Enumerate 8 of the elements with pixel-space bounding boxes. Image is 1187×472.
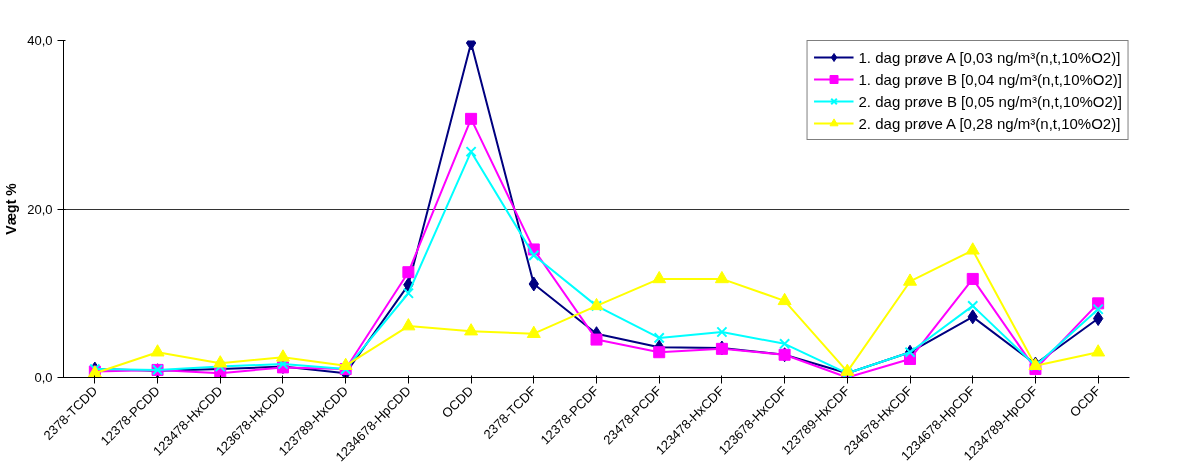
legend-label: 1. dag prøve A [0,03 ng/m³(n,t,10%O2)] [858, 48, 1121, 66]
y-tick-label: 20,0 [27, 201, 53, 217]
legend-label: 1. dag prøve B [0,04 ng/m³(n,t,10%O2)] [858, 70, 1122, 88]
y-tick-label: 0,0 [34, 370, 53, 385]
legend-label: 2. dag prøve A [0,28 ng/m³(n,t,10%O2)] [858, 114, 1121, 132]
y-axis-title: Vægt % [3, 182, 20, 235]
legend-label: 2. dag prøve B [0,05 ng/m³(n,t,10%O2)] [858, 92, 1122, 110]
y-tick-label: 40,0 [27, 33, 53, 48]
